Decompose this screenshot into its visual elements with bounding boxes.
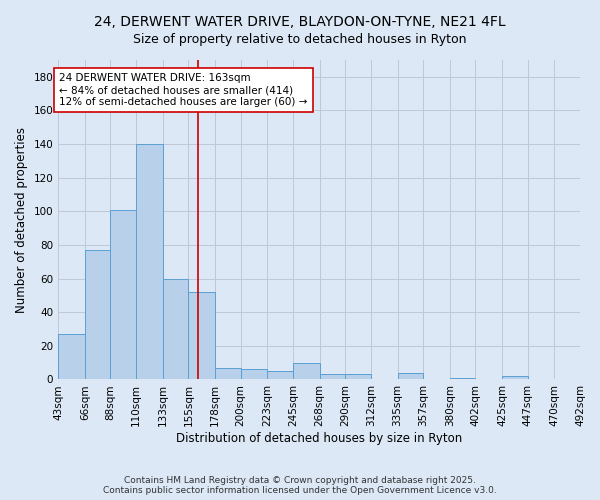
Text: 24 DERWENT WATER DRIVE: 163sqm
← 84% of detached houses are smaller (414)
12% of: 24 DERWENT WATER DRIVE: 163sqm ← 84% of … bbox=[59, 74, 308, 106]
Bar bbox=[110, 210, 136, 380]
Bar bbox=[268, 371, 293, 380]
Bar bbox=[241, 370, 268, 380]
Bar bbox=[450, 378, 475, 380]
Text: 24, DERWENT WATER DRIVE, BLAYDON-ON-TYNE, NE21 4FL: 24, DERWENT WATER DRIVE, BLAYDON-ON-TYNE… bbox=[94, 15, 506, 29]
Text: Contains HM Land Registry data © Crown copyright and database right 2025.
Contai: Contains HM Land Registry data © Crown c… bbox=[103, 476, 497, 495]
Bar bbox=[215, 368, 241, 380]
Bar bbox=[85, 250, 110, 380]
Bar bbox=[398, 372, 423, 380]
Text: Size of property relative to detached houses in Ryton: Size of property relative to detached ho… bbox=[133, 32, 467, 46]
Bar bbox=[320, 374, 345, 380]
Y-axis label: Number of detached properties: Number of detached properties bbox=[15, 126, 28, 312]
Bar bbox=[163, 278, 188, 380]
Bar bbox=[345, 374, 371, 380]
Bar bbox=[293, 362, 320, 380]
X-axis label: Distribution of detached houses by size in Ryton: Distribution of detached houses by size … bbox=[176, 432, 462, 445]
Bar bbox=[136, 144, 163, 380]
Bar bbox=[188, 292, 215, 380]
Bar bbox=[58, 334, 85, 380]
Bar bbox=[502, 376, 528, 380]
